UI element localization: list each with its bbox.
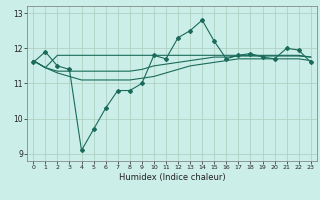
X-axis label: Humidex (Indice chaleur): Humidex (Indice chaleur) xyxy=(119,173,225,182)
